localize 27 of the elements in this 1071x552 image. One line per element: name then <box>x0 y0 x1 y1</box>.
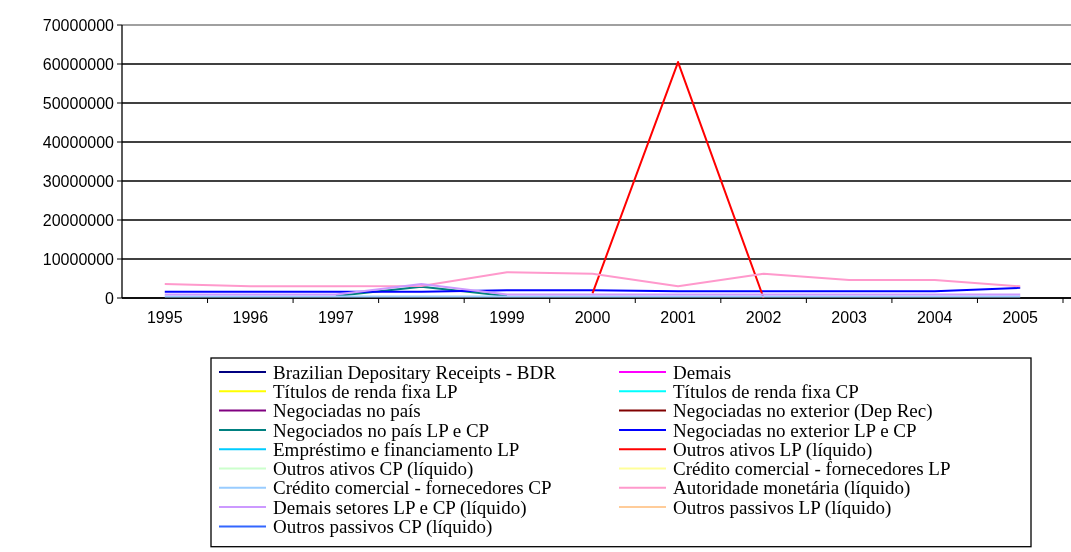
x-tick-label: 1999 <box>489 309 525 326</box>
legend-label: Autoridade monetária (líquido) <box>673 477 911 500</box>
line-series <box>163 271 1022 288</box>
x-tick-label: 2001 <box>660 309 696 326</box>
y-tick-label: 10000000 <box>42 250 115 268</box>
legend-label: Negociadas no país <box>273 400 421 422</box>
x-tick-label: 1996 <box>232 309 269 326</box>
y-tick-label: 40000000 <box>42 133 115 151</box>
x-tick-label: 2000 <box>574 309 611 326</box>
legend-label: Demais setores LP e CP (líquido) <box>273 496 527 519</box>
x-tick-label: 1997 <box>318 309 354 326</box>
y-tick-label: 30000000 <box>42 172 115 190</box>
legend-label: Negociadas no exterior (Dep Rec) <box>673 400 933 423</box>
x-tick-label: 2003 <box>831 309 868 326</box>
y-tick-label: 20000000 <box>42 211 115 229</box>
legend-label: Títulos de renda fixa CP <box>673 380 859 402</box>
legend-label: Brazilian Depositary Receipts - BDR <box>273 361 557 383</box>
x-tick-label: 2002 <box>745 309 782 326</box>
legend-label: Demais <box>673 361 732 383</box>
x-tick-label: 2004 <box>916 309 953 326</box>
y-tick-label: 50000000 <box>42 94 115 112</box>
x-tick-label: 2005 <box>1002 309 1039 326</box>
y-tick-label: 60000000 <box>42 55 115 73</box>
x-tick-label: 1995 <box>146 309 183 326</box>
x-tick-label: 1998 <box>403 309 440 326</box>
y-tick-label: 0 <box>105 289 115 307</box>
y-tick-label: 70000000 <box>42 16 115 34</box>
